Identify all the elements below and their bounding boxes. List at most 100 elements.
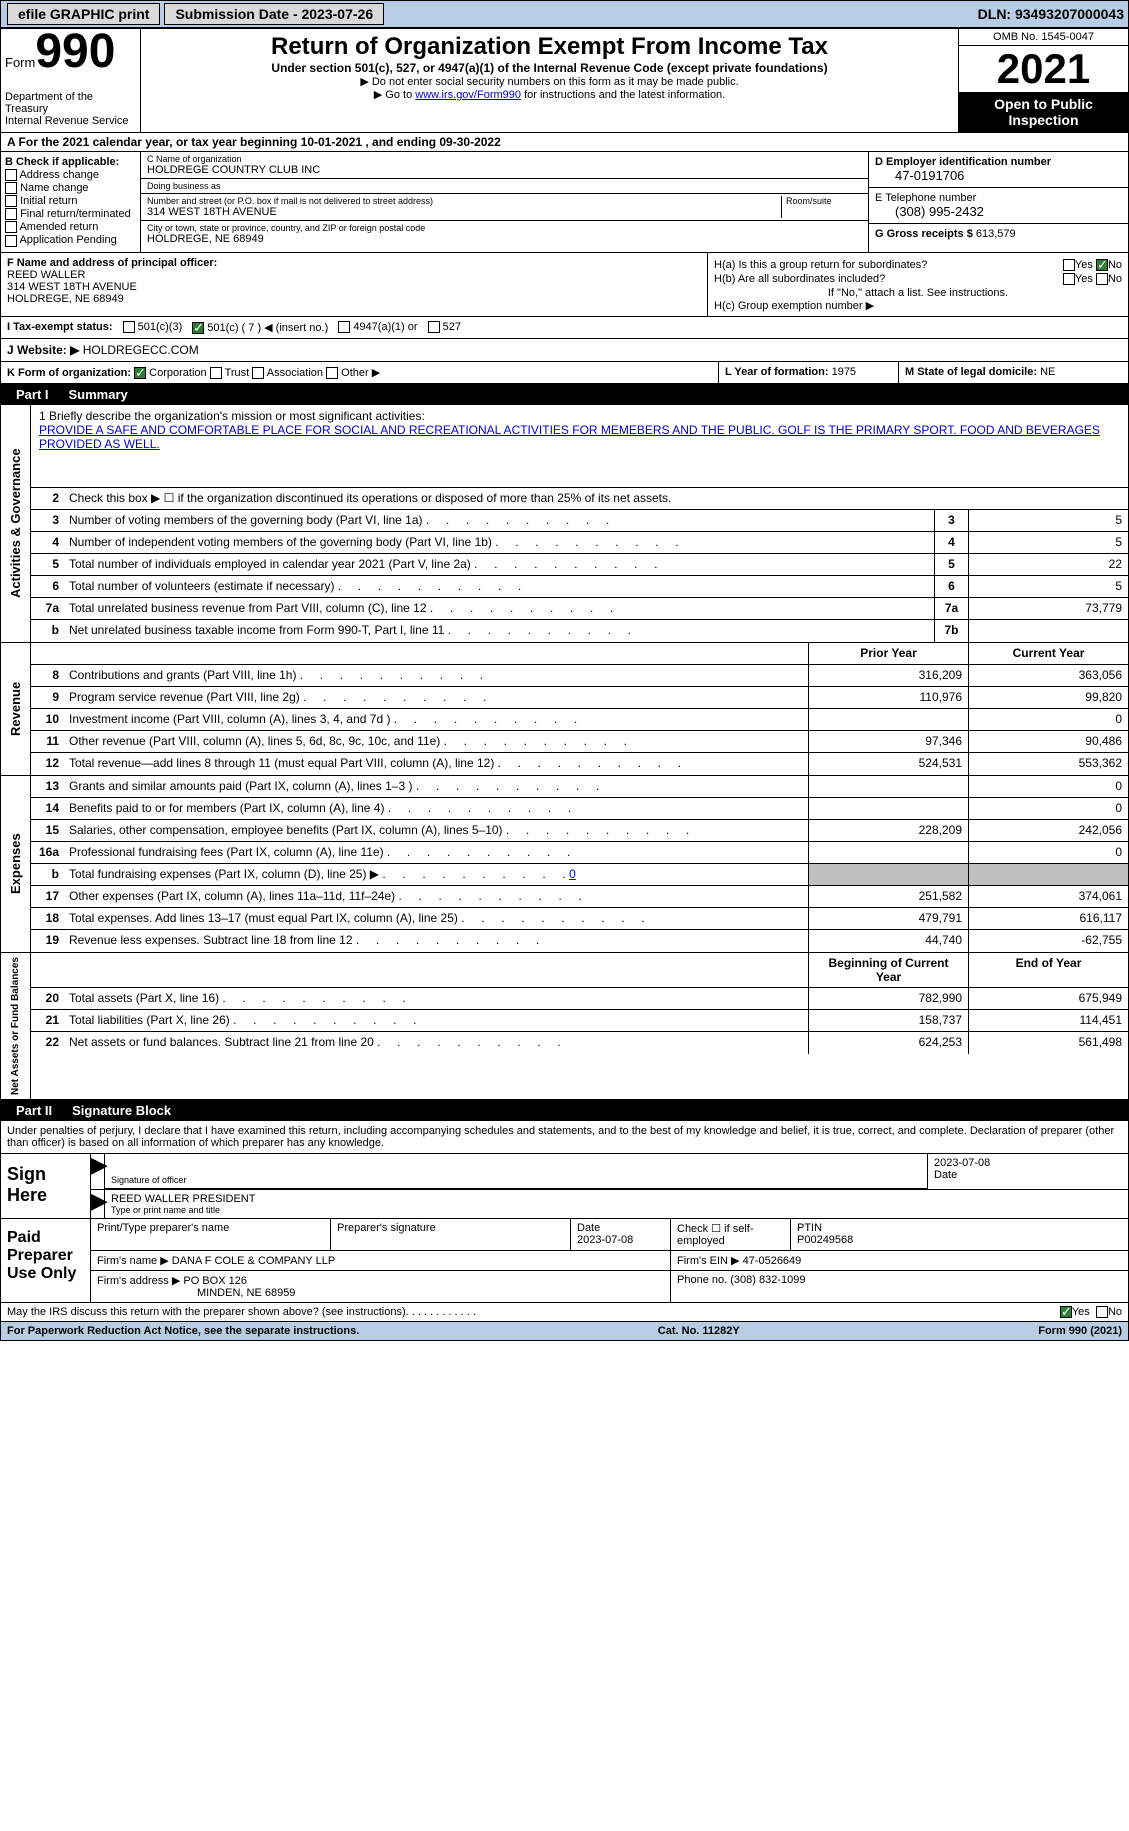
topbar: efile GRAPHIC print Submission Date - 20… <box>0 0 1129 28</box>
cb-501c3[interactable] <box>123 321 135 333</box>
prep-date: 2023-07-08 <box>577 1234 664 1246</box>
officer-street: 314 WEST 18TH AVENUE <box>7 281 701 293</box>
hb-label: H(b) Are all subordinates included? <box>714 273 885 285</box>
mission-blank2 <box>39 467 1120 483</box>
cb-address-change[interactable]: Address change <box>5 169 136 181</box>
cb-association[interactable] <box>252 367 264 379</box>
box-f: F Name and address of principal officer:… <box>1 253 708 316</box>
summary-line: 12Total revenue—add lines 8 through 11 (… <box>31 753 1128 775</box>
ha-yes-checkbox[interactable] <box>1063 259 1075 271</box>
part1-header: Part I Summary <box>0 384 1129 405</box>
hb-note: If "No," attach a list. See instructions… <box>714 287 1122 299</box>
form-number: 990 <box>35 25 115 78</box>
summary-line: 4Number of independent voting members of… <box>31 532 1128 554</box>
goto-pre: ▶ Go to <box>374 89 415 101</box>
form-org-label: K Form of organization: <box>7 367 131 379</box>
summary-line: 18Total expenses. Add lines 13–17 (must … <box>31 908 1128 930</box>
cb-trust[interactable] <box>210 367 222 379</box>
state-domicile-label: M State of legal domicile: <box>905 366 1037 378</box>
vtab-revenue: Revenue <box>1 643 31 775</box>
submission-date-button[interactable]: Submission Date - 2023-07-26 <box>164 3 384 25</box>
sign-arrow-icon: ▶ <box>91 1154 105 1189</box>
line-i: I Tax-exempt status: 501(c)(3) 501(c) ( … <box>0 317 1129 339</box>
hb-no-checkbox[interactable] <box>1096 273 1108 285</box>
prior-year-hdr: Prior Year <box>808 643 968 664</box>
line2-text: Check this box ▶ ☐ if the organization d… <box>65 488 1128 509</box>
form-header: Form990 Department of the Treasury Inter… <box>0 28 1129 133</box>
part1-title: Summary <box>69 387 128 402</box>
hb-yes-checkbox[interactable] <box>1063 273 1075 285</box>
discuss-question: May the IRS discuss this return with the… <box>7 1306 406 1318</box>
summary-line: bNet unrelated business taxable income f… <box>31 620 1128 642</box>
form-ref: Form 990 (2021) <box>1038 1325 1122 1337</box>
cb-application-pending[interactable]: Application Pending <box>5 234 136 246</box>
summary-line: 16aProfessional fundraising fees (Part I… <box>31 842 1128 864</box>
cb-other[interactable] <box>326 367 338 379</box>
org-name-label: C Name of organization <box>147 154 862 164</box>
summary-activities: Activities & Governance 1 Briefly descri… <box>0 405 1129 643</box>
pra-notice: For Paperwork Reduction Act Notice, see … <box>7 1325 359 1337</box>
summary-line: 21Total liabilities (Part X, line 26)158… <box>31 1010 1128 1032</box>
summary-line: 7aTotal unrelated business revenue from … <box>31 598 1128 620</box>
summary-line: 20Total assets (Part X, line 16)782,9906… <box>31 988 1128 1010</box>
room-label: Room/suite <box>786 196 862 206</box>
phone-label: E Telephone number <box>875 192 1122 204</box>
mission-blank1 <box>39 451 1120 467</box>
cb-amended-return[interactable]: Amended return <box>5 221 136 233</box>
open-inspection: Open to Public Inspection <box>959 92 1128 132</box>
efile-print-button[interactable]: efile GRAPHIC print <box>7 3 160 25</box>
irs-link[interactable]: www.irs.gov/Form990 <box>415 89 521 101</box>
prep-sig-label: Preparer's signature <box>337 1222 564 1234</box>
summary-expenses: Expenses 13Grants and similar amounts pa… <box>0 776 1129 953</box>
ha-no-checkbox[interactable] <box>1096 259 1108 271</box>
discuss-row: May the IRS discuss this return with the… <box>0 1303 1129 1322</box>
sign-date-label: Date <box>934 1169 1122 1181</box>
box-b: B Check if applicable: Address change Na… <box>1 152 141 252</box>
vtab-netassets: Net Assets or Fund Balances <box>1 953 31 1099</box>
summary-line: 13Grants and similar amounts paid (Part … <box>31 776 1128 798</box>
summary-line: bTotal fundraising expenses (Part IX, co… <box>31 864 1128 886</box>
omb-number: OMB No. 1545-0047 <box>959 29 1128 46</box>
ptin-label: PTIN <box>797 1222 1122 1234</box>
summary-line: 5Total number of individuals employed in… <box>31 554 1128 576</box>
summary-line: 8Contributions and grants (Part VIII, li… <box>31 665 1128 687</box>
cb-527[interactable] <box>428 321 440 333</box>
firm-phone: (308) 832-1099 <box>730 1274 805 1286</box>
summary-line: 17Other expenses (Part IX, column (A), l… <box>31 886 1128 908</box>
box-d: D Employer identification number 47-0191… <box>868 152 1128 252</box>
year-formation: 1975 <box>832 366 856 378</box>
ein-label: D Employer identification number <box>875 156 1122 168</box>
officer-print-label: Type or print name and title <box>111 1205 1122 1215</box>
mission-text: PROVIDE A SAFE AND COMFORTABLE PLACE FOR… <box>39 423 1120 451</box>
signature-intro: Under penalties of perjury, I declare th… <box>0 1121 1129 1154</box>
ein-value: 47-0191706 <box>875 168 1122 183</box>
summary-line: 14Benefits paid to or for members (Part … <box>31 798 1128 820</box>
prep-check-label: Check ☐ if self-employed <box>677 1222 784 1247</box>
discuss-no-checkbox[interactable] <box>1096 1306 1108 1318</box>
firm-name-label: Firm's name ▶ <box>97 1255 169 1267</box>
city-value: HOLDREGE, NE 68949 <box>147 233 862 245</box>
cb-initial-return[interactable]: Initial return <box>5 195 136 207</box>
cb-501c[interactable] <box>192 322 204 334</box>
cb-final-return[interactable]: Final return/terminated <box>5 208 136 220</box>
box-b-title: B Check if applicable: <box>5 156 136 168</box>
summary-line: 22Net assets or fund balances. Subtract … <box>31 1032 1128 1054</box>
paid-preparer-label: Paid Preparer Use Only <box>1 1219 91 1302</box>
box-c: C Name of organization HOLDREGE COUNTRY … <box>141 152 868 252</box>
street-label: Number and street (or P.O. box if mail i… <box>147 196 777 206</box>
hc-label: H(c) Group exemption number ▶ <box>714 299 1122 312</box>
cb-name-change[interactable]: Name change <box>5 182 136 194</box>
officer-name: REED WALLER <box>7 269 701 281</box>
discuss-yes-checkbox[interactable] <box>1060 1306 1072 1318</box>
form-title: Return of Organization Exempt From Incom… <box>145 33 954 61</box>
officer-print-name: REED WALLER PRESIDENT <box>111 1193 1122 1205</box>
state-domicile: NE <box>1040 366 1055 378</box>
cb-4947[interactable] <box>338 321 350 333</box>
sign-here-label: Sign Here <box>1 1154 91 1218</box>
gross-label: G Gross receipts $ <box>875 228 973 240</box>
vtab-activities: Activities & Governance <box>1 405 31 642</box>
phone-value: (308) 995-2432 <box>875 204 1122 219</box>
city-label: City or town, state or province, country… <box>147 223 862 233</box>
cb-corporation[interactable] <box>134 367 146 379</box>
mission-label: 1 Briefly describe the organization's mi… <box>39 409 1120 423</box>
